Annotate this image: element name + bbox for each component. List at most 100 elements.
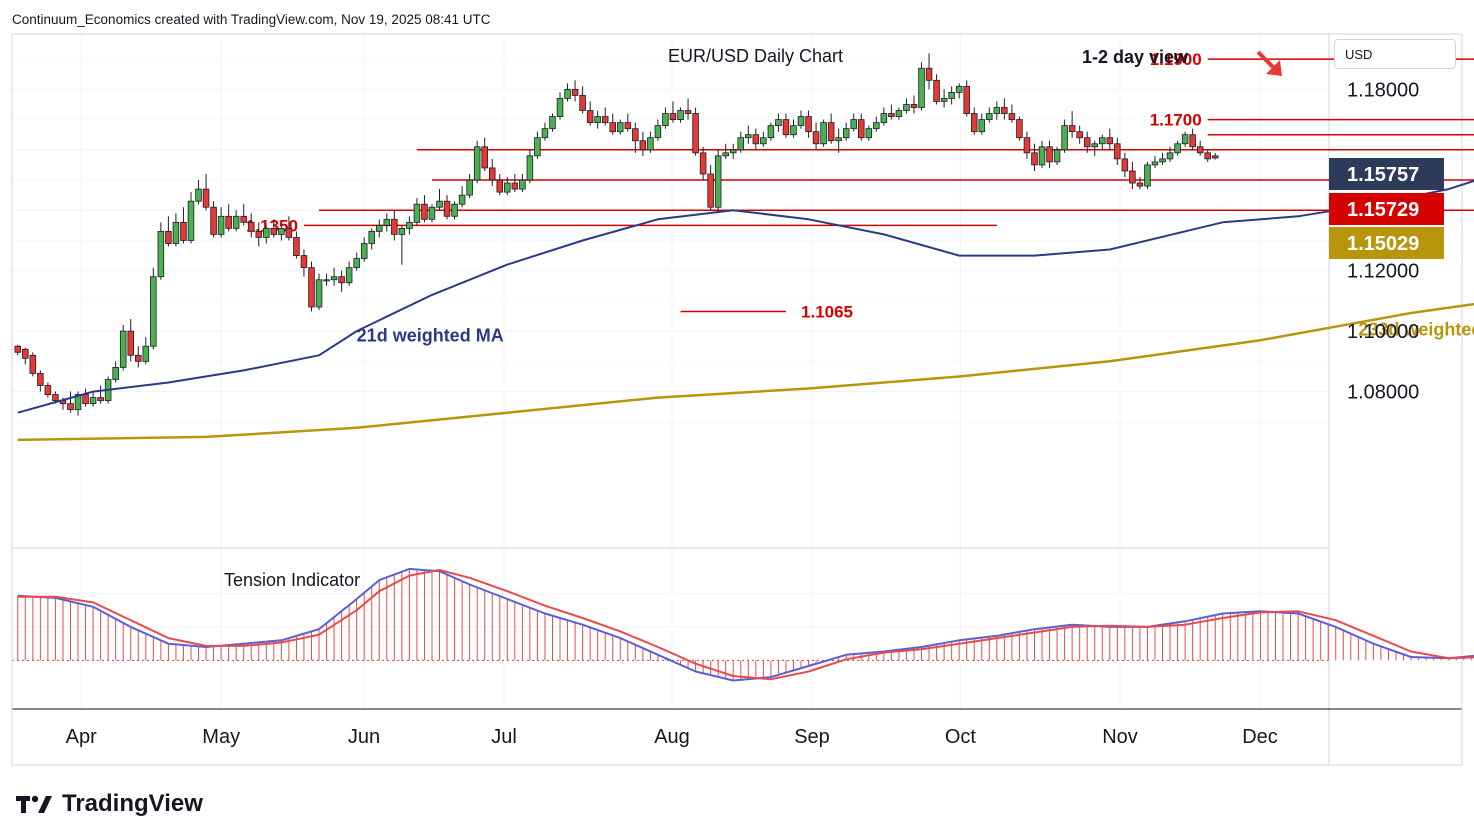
candle-body	[541, 128, 549, 139]
candle-body	[1001, 107, 1008, 114]
candle	[1001, 98, 1008, 120]
candle	[978, 113, 986, 135]
candle	[677, 107, 684, 123]
candle-body	[1061, 125, 1068, 151]
candles	[14, 53, 1219, 416]
candle	[767, 122, 775, 141]
candle-body	[270, 227, 278, 235]
candle	[669, 101, 677, 123]
candle-body	[255, 231, 263, 238]
level-label: 1.1900	[1150, 50, 1202, 69]
candle-body	[925, 67, 933, 81]
level-11500: 1.1500	[431, 179, 1474, 181]
candle	[180, 207, 187, 244]
candle-body	[1023, 137, 1031, 154]
candle	[865, 125, 873, 141]
candle-body	[383, 218, 391, 226]
candle-body	[714, 155, 722, 208]
candle	[692, 107, 699, 156]
candle	[127, 319, 134, 362]
annotation: 21d weighted MA	[357, 326, 504, 346]
candle-body	[330, 276, 338, 281]
annotations: 1.1250 - 38.2% ret of Jan-Sep rally21d w…	[357, 320, 1474, 346]
candle-body	[225, 215, 232, 229]
candle	[1181, 131, 1189, 147]
candle-body	[699, 152, 707, 175]
axis-frame	[11, 33, 1463, 766]
candle	[835, 128, 842, 153]
candle	[473, 140, 481, 184]
candle-body	[52, 394, 59, 402]
candle	[963, 80, 970, 117]
candle	[970, 107, 978, 135]
level-11065: 1.1065	[680, 302, 853, 321]
candle-body	[760, 137, 767, 145]
candle	[44, 382, 52, 398]
y-tick-label: 1.10000	[1347, 321, 1419, 343]
candle-body	[865, 128, 873, 139]
candle	[760, 131, 767, 147]
candle	[1083, 131, 1091, 153]
candle	[745, 125, 752, 144]
currency-selector[interactable]: USD	[1334, 39, 1456, 69]
ma233-path	[17, 302, 1474, 442]
candle	[707, 164, 714, 211]
candle-body	[850, 119, 857, 130]
candle-body	[376, 224, 383, 232]
candle-body	[993, 107, 1001, 114]
candle	[519, 173, 526, 193]
candle	[22, 347, 29, 365]
candle	[639, 131, 647, 156]
candle	[263, 225, 270, 244]
candle	[247, 213, 255, 238]
candle-body	[97, 397, 104, 402]
candle-body	[1083, 137, 1091, 148]
candle	[451, 201, 458, 220]
candle	[1023, 131, 1031, 159]
candle	[541, 122, 549, 141]
candle	[1061, 119, 1068, 153]
candle-body	[782, 119, 790, 136]
candle-body	[797, 116, 805, 127]
candle-body	[692, 113, 699, 154]
candle-body	[451, 203, 458, 217]
candle	[888, 104, 895, 120]
candle	[1038, 140, 1046, 168]
chart-border	[11, 33, 1463, 766]
candle-body	[473, 146, 481, 181]
candle	[880, 107, 888, 126]
candle	[488, 158, 496, 187]
candle-body	[413, 203, 421, 223]
candle-body	[217, 215, 225, 235]
level-11600: 1.1600	[416, 149, 1474, 151]
candle	[1166, 146, 1174, 162]
candle-body	[677, 110, 684, 120]
candle-body	[858, 119, 865, 139]
candle-body	[737, 137, 745, 151]
candle	[1211, 152, 1219, 160]
price-tag-label: 1.15029	[1347, 233, 1419, 255]
candle-body	[1174, 143, 1181, 154]
candle	[858, 113, 865, 141]
candle-body	[729, 149, 737, 154]
candle	[571, 80, 579, 102]
candle	[1046, 140, 1053, 168]
candle-body	[556, 98, 564, 117]
candle-body	[873, 122, 880, 130]
candle	[443, 195, 451, 220]
x-tick-label: Sep	[794, 726, 830, 748]
candle	[752, 128, 760, 150]
candle	[293, 231, 300, 259]
candle	[195, 180, 202, 205]
candle	[29, 352, 37, 377]
candle	[278, 225, 285, 241]
candle	[150, 267, 157, 350]
tradingview-brand[interactable]: TradingView	[16, 790, 203, 818]
candle	[1068, 111, 1076, 138]
candle	[142, 337, 150, 365]
candle	[119, 325, 127, 371]
candle-body	[74, 394, 82, 411]
y-axis: 1.180001.140001.120001.100001.080001.157…	[1329, 79, 1444, 404]
candle-body	[157, 231, 165, 278]
candle-body	[44, 385, 52, 395]
